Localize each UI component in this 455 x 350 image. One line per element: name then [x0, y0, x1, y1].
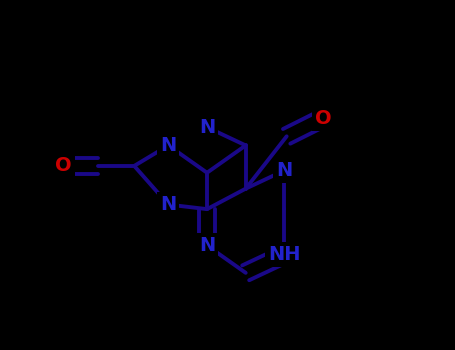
- Text: N: N: [276, 161, 293, 180]
- Text: NH: NH: [268, 245, 301, 264]
- Text: N: N: [160, 136, 177, 155]
- Text: N: N: [199, 236, 215, 255]
- Text: O: O: [315, 108, 331, 128]
- Text: N: N: [199, 118, 215, 137]
- Text: O: O: [56, 156, 72, 175]
- Text: N: N: [160, 195, 177, 214]
